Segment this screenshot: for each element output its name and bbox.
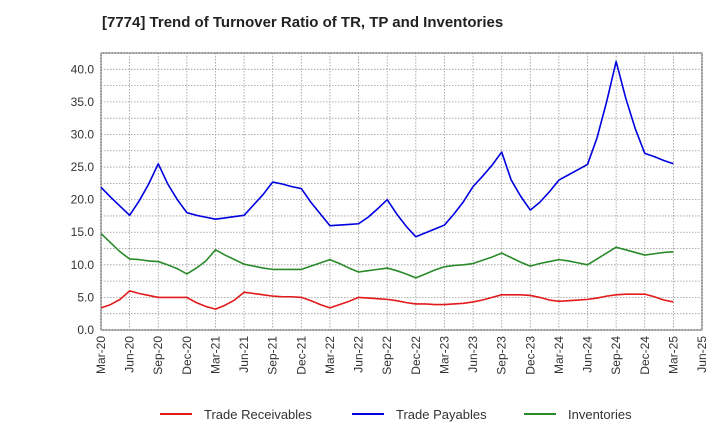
x-tick-label: Mar-24 (552, 336, 566, 374)
x-tick-label: Sep-23 (495, 336, 509, 375)
x-axis-ticks: Mar-20 Jun-20 Sep-20 Dec-20 Mar-21 Jun-21 Sep-… (94, 336, 709, 375)
x-tick-label: Jun-23 (466, 336, 480, 373)
y-tick-label: 5.0 (77, 290, 94, 304)
y-tick-label: 20.0 (71, 193, 95, 207)
legend: Trade Receivables Trade Payables Inventori… (160, 407, 632, 422)
plot-area (100, 52, 703, 331)
legend-label: Trade Receivables (204, 407, 312, 422)
x-tick-label: Mar-22 (323, 336, 337, 374)
y-tick-label: 0.0 (77, 323, 94, 337)
chart-title: [7774] Trend of Turnover Ratio of TR, TP… (102, 14, 504, 31)
grid-lines (100, 52, 703, 331)
x-tick-label: Dec-24 (638, 336, 652, 375)
x-tick-label: Sep-21 (266, 336, 280, 375)
x-tick-label: Jun-24 (581, 336, 595, 373)
x-tick-label: Dec-23 (523, 336, 537, 375)
y-axis-ticks: 0.0 5.0 10.0 15.0 20.0 25.0 30.0 35.0 40.0 (71, 62, 95, 337)
x-tick-label: Jun-22 (352, 336, 366, 373)
y-tick-label: 25.0 (71, 160, 95, 174)
y-tick-label: 40.0 (71, 62, 95, 76)
y-tick-label: 30.0 (71, 127, 95, 141)
x-tick-label: Mar-21 (208, 336, 222, 374)
series-lines (100, 60, 674, 310)
x-tick-label: Sep-20 (151, 336, 165, 375)
legend-label: Inventories (568, 407, 632, 422)
x-tick-label: Mar-20 (94, 336, 108, 374)
series-line-trade-payables (100, 60, 674, 238)
legend-label: Trade Payables (396, 407, 487, 422)
x-tick-label: Mar-25 (666, 336, 680, 374)
x-tick-label: Jun-21 (237, 336, 251, 373)
x-tick-label: Mar-23 (437, 336, 451, 374)
x-tick-label: Dec-22 (409, 336, 423, 375)
x-tick-label: Sep-22 (380, 336, 394, 375)
y-tick-label: 15.0 (71, 225, 95, 239)
x-tick-label: Dec-21 (294, 336, 308, 375)
x-tick-label: Sep-24 (609, 336, 623, 375)
y-tick-label: 10.0 (71, 258, 95, 272)
x-tick-label: Dec-20 (180, 336, 194, 375)
series-line-inventories (100, 232, 674, 279)
x-tick-label: Jun-25 (695, 336, 709, 373)
series-line-trade-receivables (100, 290, 674, 310)
x-tick-label: Jun-20 (123, 336, 137, 373)
y-tick-label: 35.0 (71, 95, 95, 109)
